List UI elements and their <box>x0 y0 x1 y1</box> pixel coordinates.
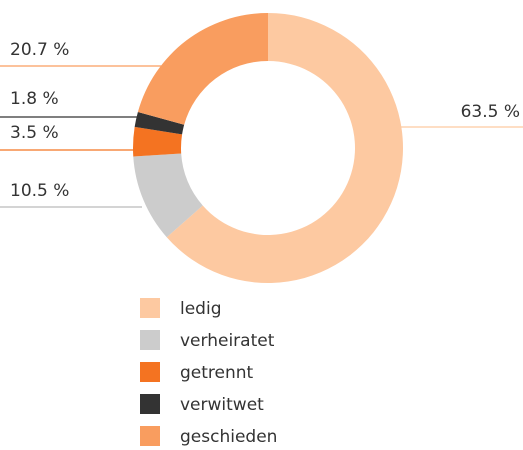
data-label: 3.5 % <box>10 123 59 143</box>
legend-label: verheiratet <box>180 331 275 351</box>
donut-slice <box>133 126 183 157</box>
data-label: 63.5 % <box>461 102 520 122</box>
donut-slice <box>166 13 404 283</box>
legend-swatch <box>140 298 160 318</box>
legend-swatch <box>140 426 160 446</box>
donut-slice <box>137 13 268 125</box>
legend-swatch <box>140 330 160 350</box>
legend-swatch <box>140 394 160 414</box>
legend-swatch <box>140 362 160 382</box>
donut-slice <box>134 111 185 135</box>
data-label: 20.7 % <box>10 40 69 60</box>
donut-slice <box>133 153 203 238</box>
data-label: 10.5 % <box>10 181 69 201</box>
legend-label: ledig <box>180 299 222 319</box>
legend-label: verwitwet <box>180 395 264 415</box>
legend-label: geschieden <box>180 427 277 447</box>
data-label: 1.8 % <box>10 89 59 109</box>
legend-label: getrennt <box>180 363 254 383</box>
